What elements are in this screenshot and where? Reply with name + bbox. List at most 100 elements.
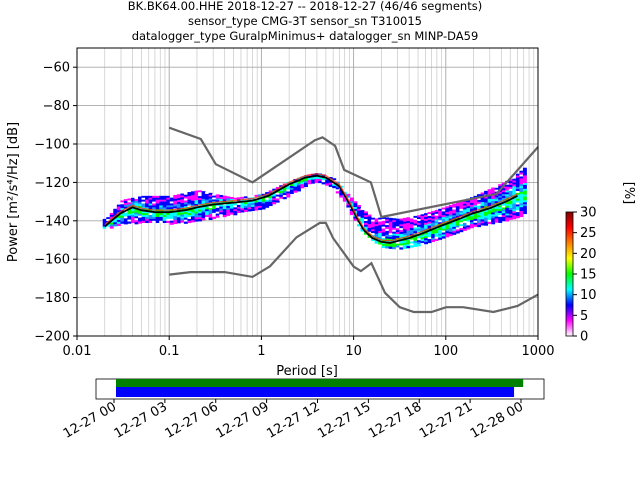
psd-cell <box>508 213 513 217</box>
psd-cell <box>307 182 312 185</box>
psd-cell <box>208 198 213 201</box>
psd-cell <box>441 215 446 218</box>
psd-cell <box>448 216 453 219</box>
psd-cell <box>120 210 125 213</box>
psd-cell <box>522 192 527 195</box>
psd-cell <box>226 211 231 214</box>
psd-cell <box>473 203 478 206</box>
psd-cell <box>484 223 489 226</box>
psd-cell <box>339 193 344 196</box>
psd-cell <box>251 206 255 210</box>
psd-cell <box>522 208 527 211</box>
psd-cell <box>427 233 432 236</box>
psd-cell <box>498 205 503 208</box>
y-tick-label: −140 <box>34 214 70 229</box>
psd-cell <box>134 220 139 223</box>
psd-cell <box>409 228 414 231</box>
psd-cell <box>134 199 139 202</box>
psd-cell <box>445 231 450 234</box>
psd-cell <box>381 218 386 222</box>
psd-cell <box>173 196 178 200</box>
psd-cell <box>145 218 150 222</box>
nlnm-curve <box>169 221 539 314</box>
psd-cell <box>399 235 404 239</box>
psd-cell <box>349 203 354 206</box>
psd-cell <box>494 201 499 204</box>
psd-cell <box>484 202 489 205</box>
psd-cell <box>130 220 135 224</box>
psd-cell <box>466 202 471 205</box>
psd-cell <box>392 225 397 229</box>
psd-cell <box>321 182 326 185</box>
psd-cell <box>148 218 153 222</box>
psd-cell <box>445 217 450 221</box>
psd-cell <box>445 212 450 215</box>
psd-cell <box>462 226 467 229</box>
psd-cell <box>487 200 492 203</box>
psd-cell <box>180 197 185 200</box>
psd-cell <box>505 184 510 187</box>
psd-cell <box>169 220 174 223</box>
psd-cell <box>417 220 421 224</box>
psd-cell <box>395 245 400 248</box>
psd-cell <box>120 200 125 203</box>
psd-cell <box>198 211 202 214</box>
psd-cell <box>448 212 453 215</box>
psd-cell <box>374 241 379 244</box>
psd-cell <box>480 192 485 195</box>
psd-cell <box>360 219 365 222</box>
psd-cell <box>417 219 421 222</box>
psd-cell <box>522 169 527 172</box>
colorbar-tick-label: 10 <box>580 288 597 303</box>
psd-cell <box>459 228 464 231</box>
psd-cell <box>318 180 323 184</box>
psd-cell <box>130 217 135 220</box>
psd-cell <box>441 234 446 237</box>
psd-cell <box>328 182 333 185</box>
psd-cell <box>300 184 305 187</box>
psd-cell <box>371 229 376 232</box>
psd-cell <box>360 221 365 224</box>
psd-cell <box>152 215 157 218</box>
psd-cell <box>445 213 450 217</box>
psd-cell <box>434 215 439 218</box>
psd-cell <box>484 200 489 203</box>
psd-cell <box>371 225 376 228</box>
psd-cell <box>258 194 263 197</box>
psd-cell <box>473 224 478 227</box>
psd-cell <box>130 201 135 204</box>
psd-cell <box>141 211 146 214</box>
psd-cell <box>427 238 432 242</box>
psd-cell <box>183 217 188 220</box>
psd-cell <box>141 205 146 208</box>
psd-cell <box>243 204 248 207</box>
psd-cell <box>480 202 485 205</box>
psd-cell <box>399 220 404 223</box>
psd-cell <box>406 226 411 230</box>
psd-cell <box>222 207 227 210</box>
psd-cell <box>374 235 379 238</box>
psd-cell <box>215 194 220 197</box>
psd-cell <box>180 220 185 223</box>
psd-cell <box>413 238 418 242</box>
psd-cell <box>303 180 308 184</box>
psd-cell <box>159 197 164 200</box>
psd-cell <box>431 211 436 214</box>
psd-cell <box>466 210 471 213</box>
psd-cell <box>512 184 517 187</box>
psd-cell <box>258 205 263 209</box>
psd-cell <box>279 196 284 200</box>
psd-cell <box>381 232 386 235</box>
psd-cell <box>152 201 157 204</box>
psd-cell <box>272 188 277 191</box>
psd-cell <box>491 222 496 225</box>
psd-cell <box>296 189 301 192</box>
psd-cell <box>272 200 277 203</box>
psd-cell <box>226 196 231 199</box>
psd-cell <box>169 218 174 221</box>
psd-cell <box>321 180 326 183</box>
psd-cell <box>183 204 188 207</box>
psd-cell <box>349 212 354 216</box>
psd-cell <box>360 229 365 232</box>
psd-cell <box>501 205 506 208</box>
